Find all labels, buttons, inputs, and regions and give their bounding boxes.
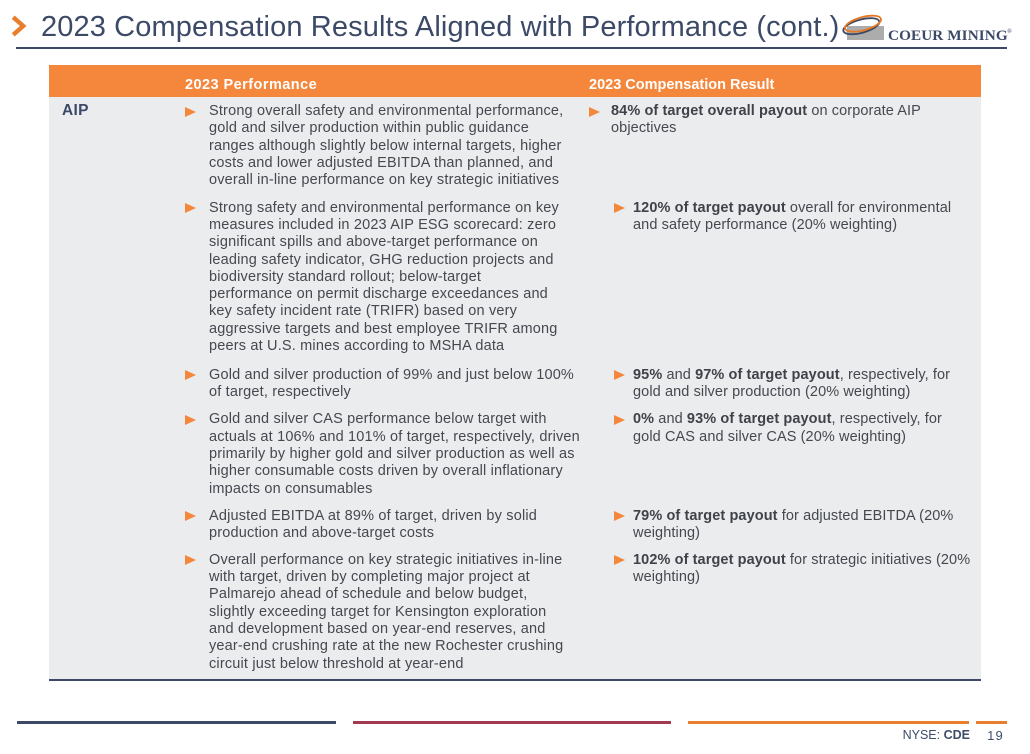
svg-text:®: ® (1007, 28, 1012, 35)
svg-text:COEUR MINING: COEUR MINING (888, 27, 1008, 44)
